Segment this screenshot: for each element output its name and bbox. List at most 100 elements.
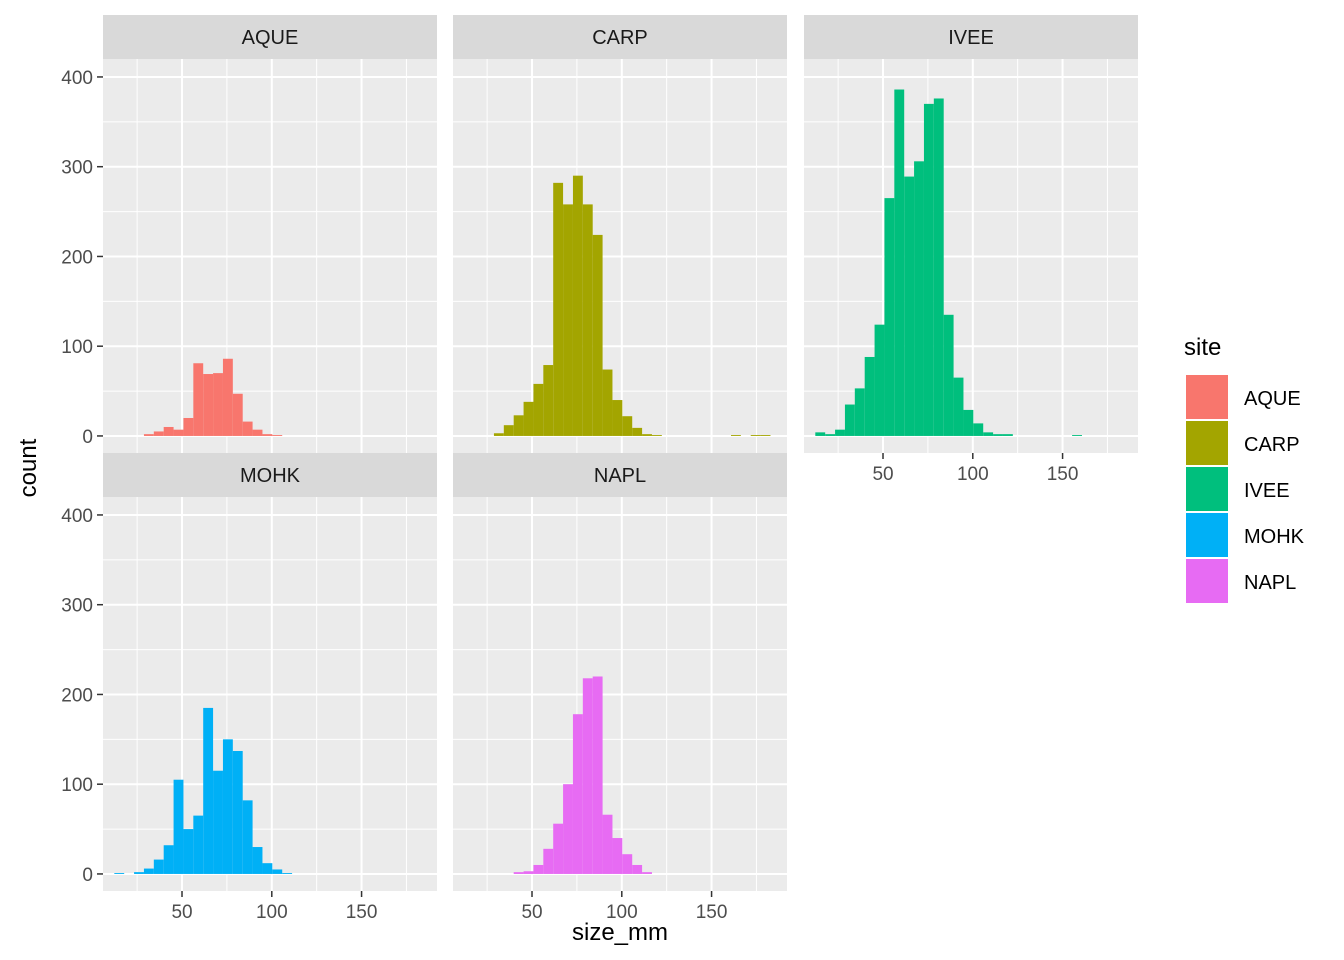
x-tick-label: 150 xyxy=(696,902,728,923)
bar-aque xyxy=(203,374,214,436)
bar-mohk xyxy=(173,779,184,874)
bar-ivee xyxy=(1072,435,1082,436)
y-tick-label: 400 xyxy=(61,506,93,527)
legend-key-carp xyxy=(1186,421,1228,465)
bar-carp xyxy=(760,435,771,436)
bar-aque xyxy=(193,363,204,436)
bar-carp xyxy=(503,425,514,436)
bar-aque xyxy=(262,434,273,436)
x-tick-label: 150 xyxy=(346,902,378,923)
x-tick-label: 100 xyxy=(606,902,638,923)
bar-mohk xyxy=(183,829,194,874)
y-tick-label: 100 xyxy=(61,775,93,796)
bar-ivee xyxy=(864,356,875,436)
bar-mohk xyxy=(242,800,253,874)
strip-ivee xyxy=(804,15,1138,59)
legend-key-napl xyxy=(1186,559,1228,603)
bar-mohk xyxy=(163,845,174,874)
bar-ivee xyxy=(884,198,895,436)
bar-mohk xyxy=(114,873,125,874)
bar-ivee xyxy=(1002,434,1013,436)
bar-aque xyxy=(183,417,194,436)
bar-ivee xyxy=(894,89,905,436)
bar-ivee xyxy=(874,324,885,436)
bar-carp xyxy=(543,365,554,436)
bar-carp xyxy=(523,401,534,436)
bar-aque xyxy=(143,434,154,436)
bar-napl xyxy=(612,838,623,874)
bar-napl xyxy=(572,714,583,874)
y-tick-label: 300 xyxy=(61,596,93,617)
legend-label-mohk: MOHK xyxy=(1244,526,1305,548)
bar-ivee xyxy=(963,409,974,436)
legend-title: site xyxy=(1184,334,1221,361)
bar-carp xyxy=(651,435,662,436)
x-tick-label: 100 xyxy=(957,464,989,485)
strip-mohk xyxy=(103,453,437,497)
bar-carp xyxy=(750,435,761,436)
y-tick-label: 0 xyxy=(82,865,93,886)
bar-mohk xyxy=(143,868,154,874)
y-tick-label: 100 xyxy=(61,337,93,358)
bar-napl xyxy=(513,872,524,874)
legend-label-napl: NAPL xyxy=(1244,572,1296,594)
bar-aque xyxy=(173,429,184,436)
bar-ivee xyxy=(993,434,1003,436)
bar-carp xyxy=(622,416,633,436)
x-tick-label: 100 xyxy=(256,902,288,923)
strip-label-aque: AQUE xyxy=(242,27,299,49)
legend-key-aque xyxy=(1186,375,1228,419)
y-tick-label: 300 xyxy=(61,158,93,179)
bar-ivee xyxy=(943,314,954,436)
bar-mohk xyxy=(222,739,233,874)
y-axis-title: count xyxy=(15,438,42,497)
bar-ivee xyxy=(854,388,865,436)
x-tick-label: 50 xyxy=(872,464,893,485)
bar-ivee xyxy=(904,176,915,436)
bar-carp xyxy=(612,400,623,436)
bar-napl xyxy=(523,871,534,874)
bar-carp xyxy=(582,204,593,436)
bar-carp xyxy=(572,175,583,436)
bar-mohk xyxy=(232,750,243,874)
bar-ivee xyxy=(953,377,964,436)
bar-napl xyxy=(553,823,564,874)
bar-mohk xyxy=(213,770,223,874)
bar-aque xyxy=(153,431,164,436)
bar-mohk xyxy=(134,872,144,874)
bar-ivee xyxy=(815,432,826,436)
bar-carp xyxy=(493,433,504,436)
bar-aque xyxy=(232,393,243,436)
bar-napl xyxy=(563,784,573,874)
bar-napl xyxy=(632,864,643,874)
bar-mohk xyxy=(203,707,214,874)
legend-key-mohk xyxy=(1186,513,1228,557)
legend-label-ivee: IVEE xyxy=(1244,480,1290,502)
x-tick-label: 150 xyxy=(1047,464,1079,485)
bar-napl xyxy=(642,872,652,874)
strip-label-ivee: IVEE xyxy=(948,27,994,49)
bar-carp xyxy=(513,415,524,436)
x-tick-label: 50 xyxy=(521,902,542,923)
bar-aque xyxy=(163,426,174,436)
strip-napl xyxy=(453,453,787,497)
y-tick-label: 200 xyxy=(61,247,93,268)
bar-aque xyxy=(242,421,253,436)
bar-napl xyxy=(543,848,554,874)
bar-aque xyxy=(222,358,233,436)
bar-mohk xyxy=(262,863,273,874)
bar-mohk xyxy=(272,869,283,874)
bar-carp xyxy=(730,435,741,436)
bar-napl xyxy=(592,676,603,874)
bar-aque xyxy=(252,429,263,436)
bar-carp xyxy=(533,383,544,436)
y-tick-label: 0 xyxy=(82,427,93,448)
legend-label-aque: AQUE xyxy=(1244,388,1301,410)
x-axis-title: size_mm xyxy=(572,919,668,946)
bar-napl xyxy=(533,864,544,874)
strip-label-napl: NAPL xyxy=(594,465,646,487)
strip-aque xyxy=(103,15,437,59)
x-tick-label: 50 xyxy=(171,902,192,923)
bar-aque xyxy=(213,373,223,436)
bar-aque xyxy=(272,435,283,436)
